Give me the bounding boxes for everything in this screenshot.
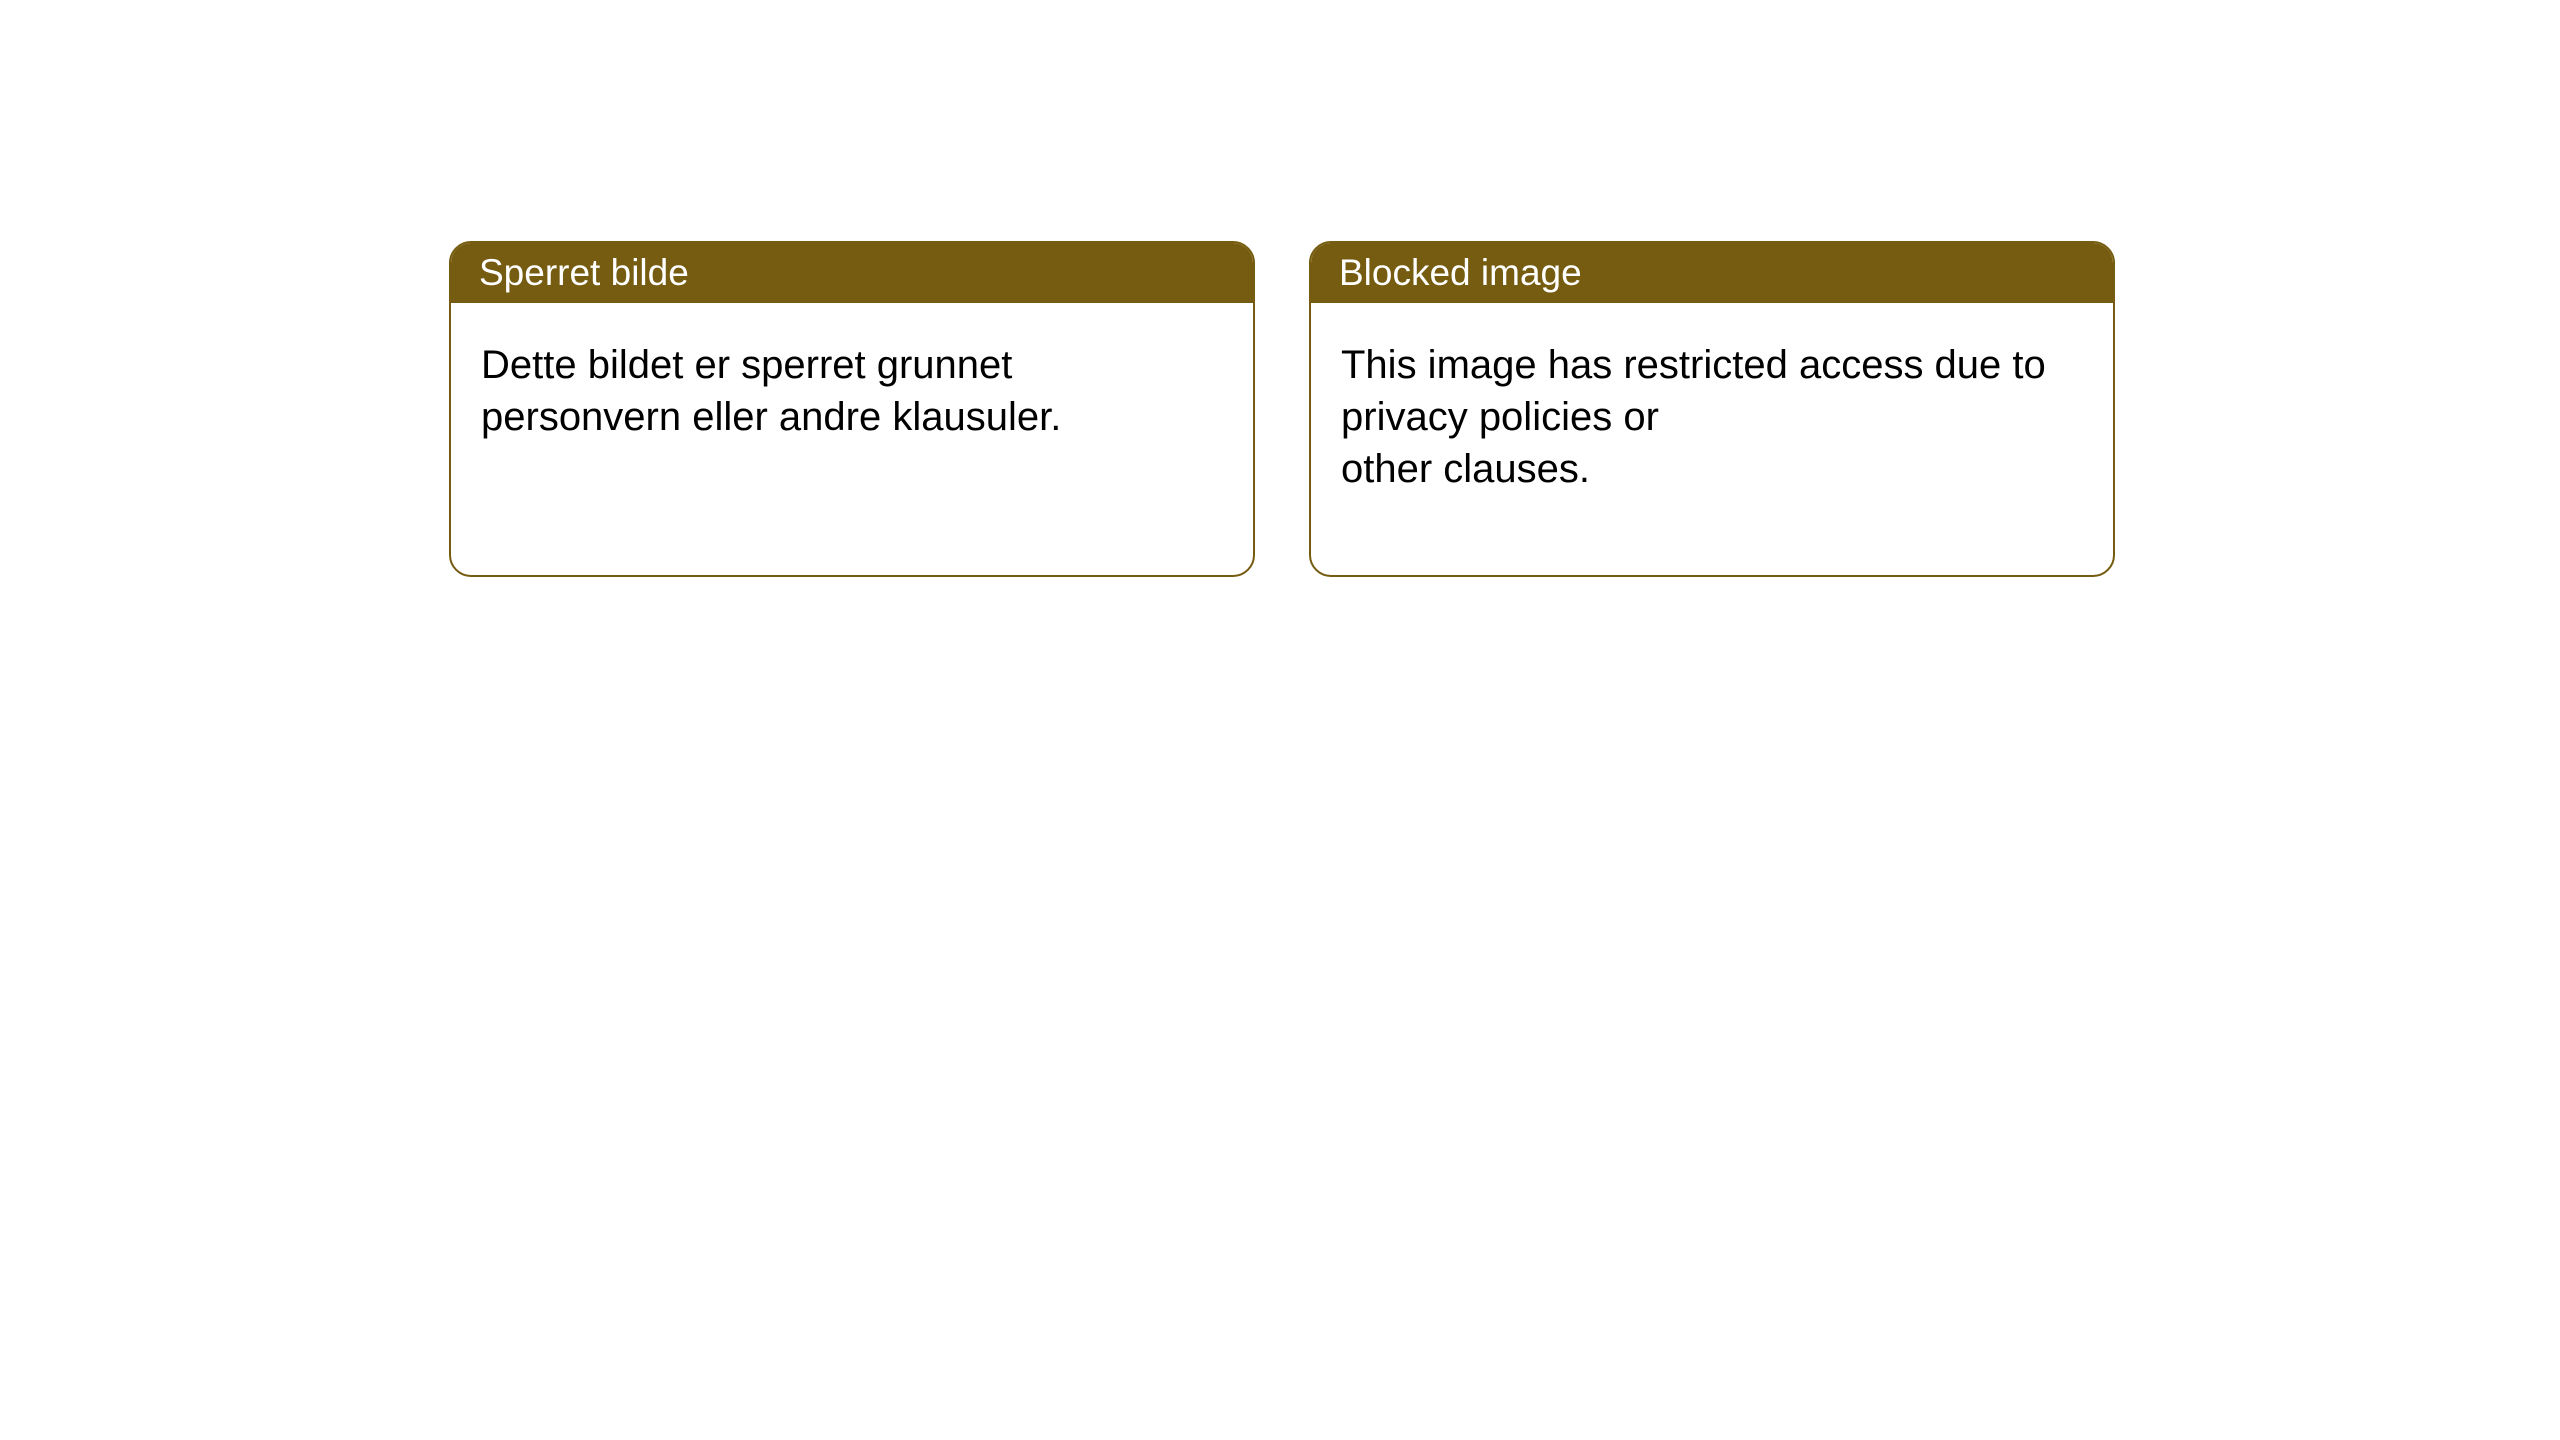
card-header: Blocked image: [1311, 243, 2113, 303]
message-cards: Sperret bilde Dette bildet er sperret gr…: [449, 241, 2115, 577]
card-body: This image has restricted access due to …: [1311, 303, 2113, 495]
card-english: Blocked image This image has restricted …: [1309, 241, 2115, 577]
card-norwegian: Sperret bilde Dette bildet er sperret gr…: [449, 241, 1255, 577]
card-body: Dette bildet er sperret grunnet personve…: [451, 303, 1253, 443]
card-header: Sperret bilde: [451, 243, 1253, 303]
